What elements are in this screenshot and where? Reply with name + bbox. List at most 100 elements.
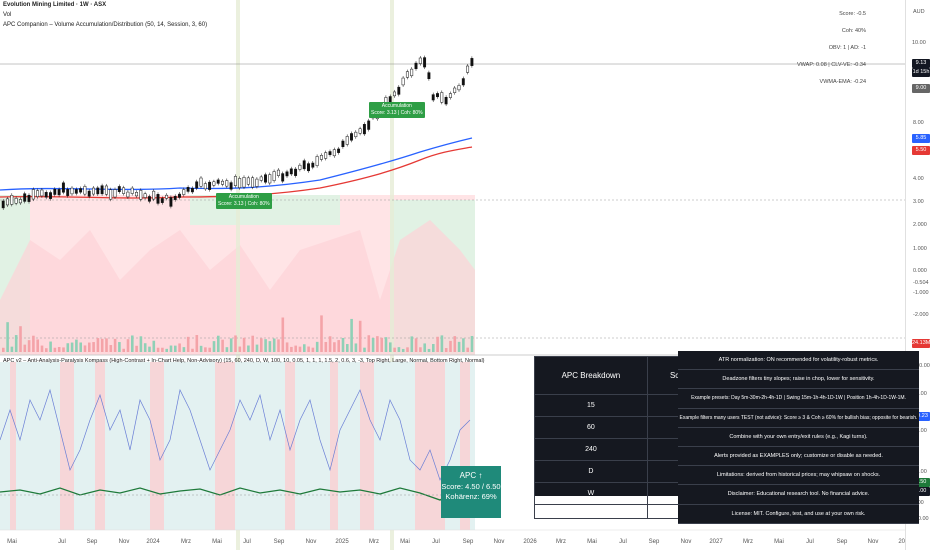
volume-bar [195,335,199,352]
candle [345,136,349,145]
volume-bar [10,346,14,352]
candle [31,189,35,200]
candle [126,191,130,198]
candle [117,186,121,192]
candle [233,176,237,186]
price-tick: -1.000 [913,290,929,296]
time-tick: Nov [868,539,879,545]
volume-bar [14,335,18,352]
volume-bar [290,346,293,352]
volume-bar [169,345,173,352]
candle [350,133,353,141]
volume-bar [311,347,315,352]
candle [315,156,319,166]
note-row: Combine with your own entry/exit rules (… [678,428,919,447]
time-tick: Jul [619,539,627,545]
candle [178,193,181,198]
volume-bar [204,347,207,352]
accumulation-signal-1[interactable]: Accumulation Score: 3.13 | Coh: 80% [216,193,272,209]
lower-tick: 100.00 [913,363,930,369]
countdown-tag: 1d 15h [912,68,930,77]
volume-bar [432,344,435,352]
candle [418,57,422,64]
apc-score: Score: 4.50 / 6.50 [441,481,501,491]
volume-bar [247,345,250,352]
candle [466,65,470,73]
time-tick: Sep [837,539,848,545]
volume-bar [174,345,177,352]
volume-bar [161,347,164,352]
volume-bar [264,339,267,352]
volume-bar [208,347,211,352]
candle [87,190,91,197]
volume-bar [341,337,345,352]
last-price-tag: 9.13 [912,59,930,68]
candle [401,77,405,86]
candle [405,71,409,78]
breakdown-foot-1: Desc: metrics only. Configure your own r… [534,504,648,519]
candle [160,198,164,203]
price-tick: 4.00 [913,176,924,182]
time-tick: Nov [681,539,692,545]
volume-bar [315,341,319,352]
volume-bar [285,342,289,352]
note-row: License: MIT. Configure, test, and use a… [678,505,919,524]
volume-bar [23,344,27,352]
signal-title: Accumulation [228,194,259,200]
price-tick: 1.000 [913,246,927,252]
time-tick: Nov [306,539,317,545]
signal-title: Accumulation [381,103,412,109]
volume-bar [346,344,349,352]
ma-red-line [0,146,473,199]
candle [165,194,169,199]
volume-bar [393,347,396,352]
candle [190,188,194,193]
time-tick: Mai [774,539,784,545]
volume-bar [57,346,61,352]
time-tick: Jul [432,539,440,545]
note-row: ATR normalization: ON recommended for vo… [678,351,919,371]
price-tick: 0.000 [913,268,927,274]
candle [393,91,396,97]
marker-line-1 [236,0,240,550]
volume-bar [268,341,272,352]
candle [289,168,293,175]
tf-240: 240 [534,438,648,461]
candle [27,194,31,202]
candle [195,181,199,189]
candle [453,87,457,93]
candle [6,198,9,206]
volume-bar [414,338,418,352]
volume-bar [423,343,426,352]
candle [307,163,310,172]
coherence-tag: 69.23 [912,412,930,421]
volume-bar [466,347,469,352]
price-tick: 3.00 [913,199,924,205]
volume-bars [2,315,474,352]
volume-tag: 24.13M [912,339,931,348]
volume-bar [186,336,190,352]
accumulation-signal-2[interactable]: Accumulation Score: 3.13 | Coh: 80% [369,102,425,118]
candle [130,187,134,194]
volume-bar [376,336,379,352]
volume-bar [75,339,78,352]
candle [362,124,366,135]
apc-indicator-title[interactable]: APC v2 – Anti-Analysis-Paralysis Kompass… [3,358,485,364]
candle [457,85,461,91]
candle [302,160,306,170]
tf-w: W [534,482,648,505]
apc-coherence: Kohärenz: 69% [445,492,497,501]
vol-label[interactable]: Vol [3,12,12,18]
apc-panel-bg [0,362,475,530]
volume-bar [2,347,5,352]
candle [285,171,289,177]
candle [79,188,83,193]
candle [199,177,203,187]
symbol-title[interactable]: Evolution Mining Limited · 1W · ASX [3,2,107,8]
candle [461,78,465,86]
indicator-title[interactable]: APC Companion – Volume Accumulation/Dist… [3,22,208,28]
note-row: Limitations: derived from historical pri… [678,466,919,486]
volume-bar [371,337,375,352]
volume-bar [126,339,130,352]
